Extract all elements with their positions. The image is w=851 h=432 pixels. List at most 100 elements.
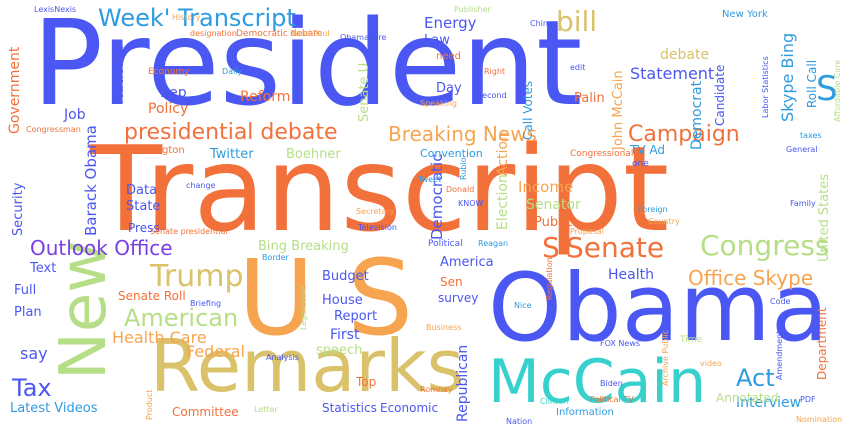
word-national: National xyxy=(111,45,127,104)
word-political: Political xyxy=(428,239,463,249)
word-letter: Letter xyxy=(254,405,278,414)
word-analysis: Analysis xyxy=(266,353,299,362)
word-senator: Senator xyxy=(526,197,581,213)
word-product: Product xyxy=(145,389,154,420)
word-sen: Sen xyxy=(440,275,463,289)
word-economy: Economy xyxy=(148,67,190,77)
word-plan: Plan xyxy=(14,305,42,320)
word-economic: Economic xyxy=(380,401,439,415)
word-proposal: Proposal xyxy=(570,227,604,236)
word-video: video xyxy=(700,359,722,368)
word-right: Right xyxy=(484,67,506,76)
word-country: Country xyxy=(648,217,680,226)
word-act: Act xyxy=(736,364,775,392)
word-briefing: Briefing xyxy=(190,299,222,308)
word-president: President xyxy=(32,0,583,132)
word-skype-bing: Skype Bing xyxy=(778,32,797,122)
word-affordable-care: Affordable Care xyxy=(833,59,842,122)
word-say: say xyxy=(20,344,48,363)
word-obama: Obama xyxy=(488,254,829,363)
word-policy: Policy xyxy=(148,101,189,117)
word-congressional: Congressional xyxy=(570,149,634,159)
word-democrat: Democrat xyxy=(689,80,705,150)
word-new-york: New York xyxy=(722,9,768,20)
word-speaking: Speaking xyxy=(420,99,457,108)
word-outlook-office: Outlook Office xyxy=(30,236,173,260)
word-action: Action xyxy=(495,132,511,176)
word-government: Government xyxy=(7,46,23,134)
word-united-states: United States xyxy=(817,173,832,262)
word-change: change xyxy=(186,181,216,190)
word-history: History xyxy=(172,13,201,22)
word-house: House xyxy=(322,293,363,308)
word-biden: Biden xyxy=(600,379,623,388)
word-income: Income xyxy=(518,178,574,196)
word-nice: Nice xyxy=(514,301,532,310)
word-health: Health xyxy=(608,267,654,283)
word-bing-breaking: Bing Breaking xyxy=(258,239,349,254)
word-archive-public: Archive Public xyxy=(661,329,670,386)
word-office-skype: Office Skype xyxy=(688,266,814,290)
word-pdf: PDF xyxy=(800,395,816,404)
word-senate-u: Senate U xyxy=(357,62,372,122)
word-information: Information xyxy=(556,407,614,418)
word-clinton: Clinton xyxy=(540,397,569,406)
word-senate-presidential: Senate presidential xyxy=(150,227,228,236)
word-budget: Budget xyxy=(322,269,369,284)
word-text: Text xyxy=(30,261,57,276)
word-china: China xyxy=(530,19,553,28)
word-week-transcript: Week' Transcript xyxy=(98,4,296,32)
word-romney: Romney xyxy=(420,385,453,394)
word-democratic-debate: Democratic debate xyxy=(236,29,323,39)
word-trump: Trump xyxy=(150,259,244,294)
word-s-right: S xyxy=(816,69,838,109)
word-rep: Rep xyxy=(160,85,187,101)
word-american: American xyxy=(124,304,239,332)
word-business: Business xyxy=(426,323,462,332)
word-debate: debate xyxy=(660,47,710,63)
word-energy: Energy xyxy=(424,14,477,32)
word-bill: bill xyxy=(556,5,598,38)
word-john-mccain: John McCain xyxy=(611,70,626,150)
word-political-tv: Political TV xyxy=(590,395,634,404)
word-press: Press xyxy=(128,221,160,235)
word-federal: Federal xyxy=(186,342,245,361)
word-general: General xyxy=(786,145,818,154)
word-donald: Donald xyxy=(446,185,475,194)
word-barack-obama: Barack Obama xyxy=(82,125,100,236)
word-breaking-news: Breaking News xyxy=(388,122,537,146)
word-statistics: Statistics xyxy=(322,401,377,415)
word-tweet: Tweet xyxy=(418,175,442,184)
word-america: America xyxy=(440,255,494,270)
word-day: Day xyxy=(436,81,462,96)
word-interview: Interview xyxy=(736,395,802,411)
word-annotated: Annotated xyxy=(716,391,779,405)
word-family: Family xyxy=(790,199,816,208)
word-senate: Senate xyxy=(566,231,665,264)
word-data: Data xyxy=(126,183,158,198)
word-congressman: Congressman xyxy=(26,125,81,134)
word-job: Job xyxy=(64,107,86,123)
word-secretary: Secretary xyxy=(356,207,395,216)
word-state: State xyxy=(126,199,161,214)
word-democratic: Democratic xyxy=(428,153,446,240)
word-border: Border xyxy=(262,253,289,262)
word-labor-statistics: Labor Statistics xyxy=(761,56,770,118)
word-mccain: McCain xyxy=(488,347,707,417)
word-convention: Convention xyxy=(420,147,483,160)
word-second: second xyxy=(478,91,507,100)
word-republican: Republican xyxy=(455,344,471,422)
word-report: Report xyxy=(334,309,378,324)
word-need: need xyxy=(436,51,461,62)
word-first: First xyxy=(330,327,360,343)
word-nation: Nation xyxy=(506,417,533,426)
word-know: KNOW xyxy=(458,199,484,208)
word-television: Television xyxy=(358,223,397,232)
word-s-mid: S xyxy=(542,231,560,264)
word-nomination: Nomination xyxy=(796,415,843,424)
word-code: Code xyxy=(770,297,791,306)
word-latest-videos: Latest Videos xyxy=(10,401,98,416)
word-campaign: Campaign xyxy=(628,122,740,147)
word-amendment: Amendment xyxy=(775,330,784,380)
